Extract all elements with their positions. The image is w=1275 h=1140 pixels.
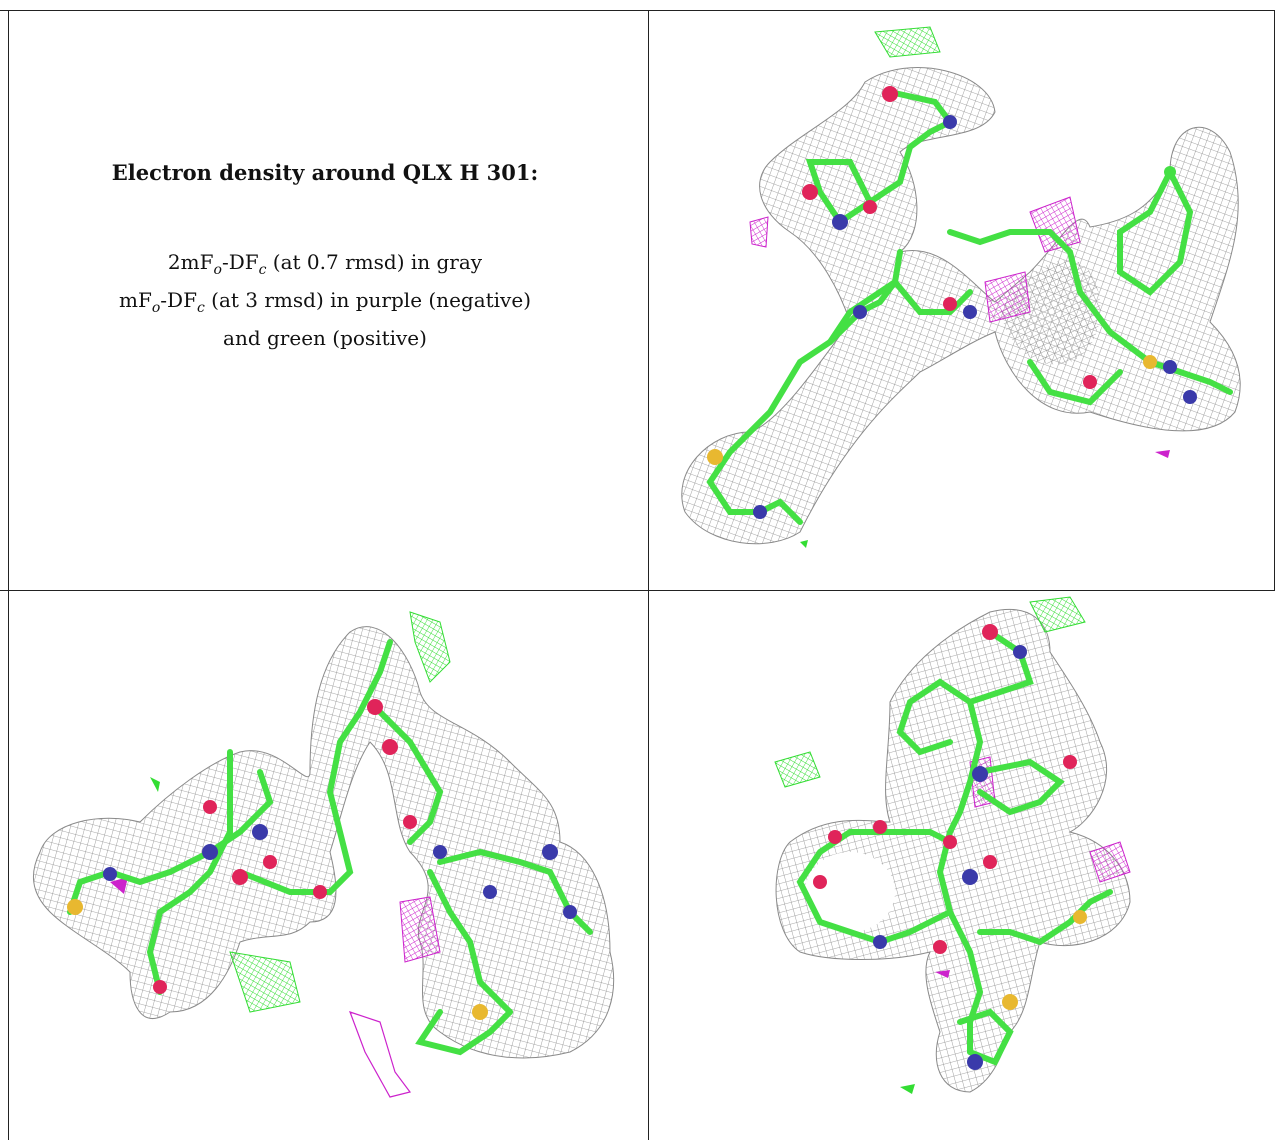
density-mesh-green — [774, 596, 1086, 1094]
caption-title: Electron density around QLX H 301: — [111, 160, 539, 185]
density-mesh-purple — [749, 196, 1170, 458]
ligand-sticks — [67, 639, 593, 1056]
caption-line-fofc: mFo-DFc (at 3 rmsd) in purple (negative) — [119, 288, 531, 316]
grid-border-top — [0, 10, 1275, 11]
atoms — [813, 624, 1087, 1070]
view-top-right — [650, 12, 1274, 589]
view-bottom-left — [10, 592, 647, 1140]
ligand-sticks — [796, 629, 1113, 1066]
view-bottom-right — [650, 592, 1274, 1140]
density-mesh-green — [150, 611, 451, 1013]
density-mesh-gray — [681, 67, 1241, 545]
grid-border-left — [8, 10, 9, 1140]
grid-border-center — [648, 10, 649, 1140]
caption-line-positive: and green (positive) — [223, 326, 427, 350]
density-mesh-gray — [32, 626, 615, 1059]
caption-line-2fo: 2mFo-DFc (at 0.7 rmsd) in gray — [167, 250, 483, 278]
grid-border-middle — [0, 590, 1275, 591]
atoms — [707, 86, 1197, 519]
density-mesh-green — [800, 26, 941, 548]
density-mesh-gray — [775, 608, 1131, 1093]
caption: Electron density around QLX H 301: 2mFo-… — [30, 160, 620, 353]
density-mesh-purple — [110, 877, 441, 1098]
atoms — [67, 699, 577, 1020]
